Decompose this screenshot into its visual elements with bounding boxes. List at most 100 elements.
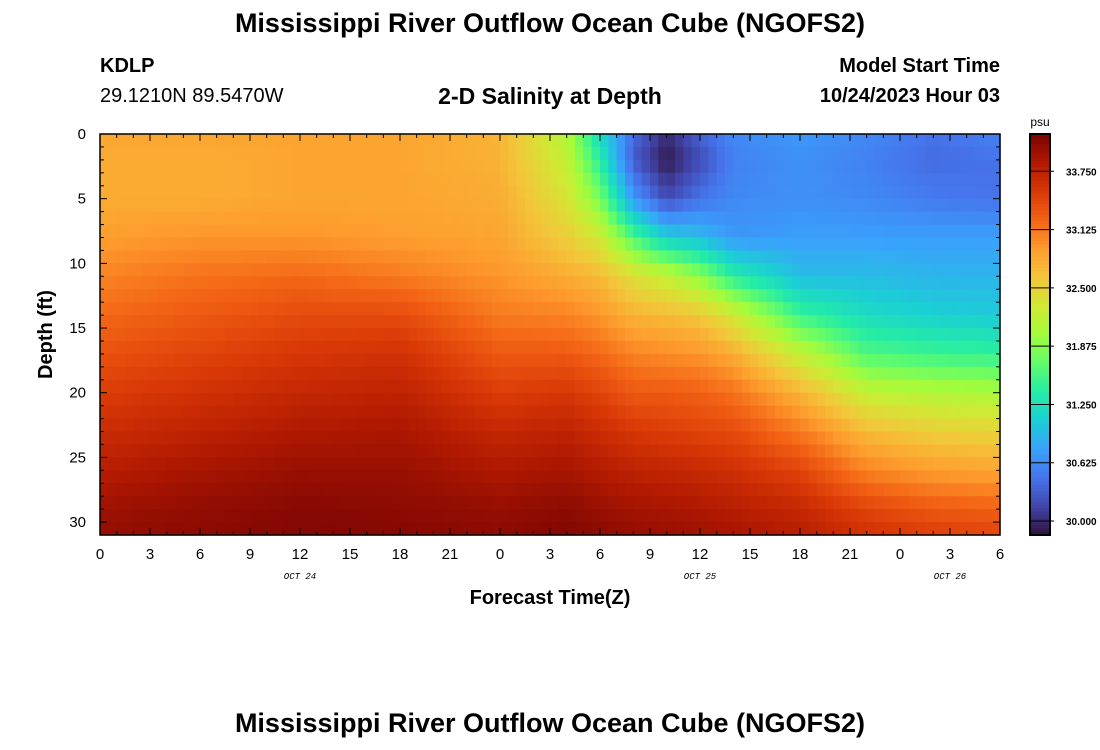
heatmap-cell bbox=[133, 457, 143, 471]
heatmap-cell bbox=[358, 237, 368, 252]
heatmap-cell bbox=[516, 146, 526, 161]
colorbar-swatch bbox=[1030, 347, 1050, 352]
heatmap-cell bbox=[341, 431, 351, 446]
heatmap-cell bbox=[975, 276, 984, 290]
heatmap-cell bbox=[366, 444, 376, 458]
heatmap-cell bbox=[883, 263, 893, 277]
heatmap-cell bbox=[516, 470, 526, 484]
heatmap-cell bbox=[283, 224, 293, 239]
heatmap-cell bbox=[333, 315, 343, 329]
heatmap-cell bbox=[691, 444, 701, 458]
heatmap-cell bbox=[208, 431, 218, 446]
colorbar-swatch bbox=[1030, 471, 1050, 476]
heatmap-cell bbox=[883, 289, 893, 303]
heatmap-cell bbox=[958, 509, 968, 523]
heatmap-cell bbox=[625, 263, 634, 277]
heatmap-cell bbox=[516, 134, 526, 148]
heatmap-cell bbox=[458, 328, 468, 342]
heatmap-cell bbox=[358, 340, 368, 355]
heatmap-cell bbox=[583, 250, 593, 264]
heatmap-cell bbox=[400, 276, 409, 290]
heatmap-cell bbox=[400, 250, 409, 264]
heatmap-cell bbox=[816, 250, 826, 264]
heatmap-cell bbox=[333, 146, 343, 161]
heatmap-cell bbox=[766, 470, 776, 484]
heatmap-cell bbox=[400, 289, 409, 303]
heatmap-cell bbox=[533, 470, 543, 484]
heatmap-cell bbox=[525, 185, 534, 200]
heatmap-cell bbox=[650, 250, 659, 264]
heatmap-cell bbox=[550, 366, 559, 381]
heatmap-cell bbox=[341, 172, 351, 187]
heatmap-cell bbox=[275, 289, 284, 303]
heatmap-cell bbox=[725, 250, 734, 264]
y-tick-label: 30 bbox=[69, 514, 86, 531]
heatmap-cell bbox=[275, 263, 284, 277]
heatmap-cell bbox=[491, 522, 501, 536]
heatmap-cell bbox=[133, 159, 143, 174]
heatmap-cell bbox=[391, 509, 401, 523]
heatmap-cell bbox=[891, 444, 901, 458]
heatmap-cell bbox=[808, 315, 818, 329]
heatmap-cell bbox=[591, 211, 601, 226]
heatmap-cell bbox=[933, 172, 943, 187]
heatmap-cell bbox=[400, 457, 409, 471]
heatmap-cell bbox=[391, 146, 401, 161]
colorbar-swatch bbox=[1030, 397, 1050, 402]
heatmap-cell bbox=[200, 237, 209, 252]
heatmap-cell bbox=[591, 405, 601, 420]
heatmap-cell bbox=[741, 340, 751, 355]
heatmap-cell bbox=[483, 198, 493, 213]
heatmap-cell bbox=[516, 509, 526, 523]
heatmap-cell bbox=[575, 224, 584, 239]
heatmap-cell bbox=[683, 496, 693, 510]
heatmap-cell bbox=[991, 405, 1001, 420]
heatmap-cell bbox=[500, 483, 509, 497]
heatmap-cell bbox=[675, 418, 684, 433]
heatmap-cell bbox=[400, 483, 409, 497]
heatmap-cell bbox=[841, 146, 851, 161]
heatmap-cell bbox=[800, 353, 809, 368]
heatmap-cell bbox=[366, 483, 376, 497]
heatmap-cell bbox=[741, 289, 751, 303]
heatmap-cell bbox=[333, 302, 343, 316]
heatmap-cell bbox=[658, 366, 668, 381]
heatmap-cell bbox=[950, 224, 959, 239]
colorbar-swatch bbox=[1030, 207, 1050, 212]
heatmap-cell bbox=[408, 302, 418, 316]
heatmap-cell bbox=[750, 366, 759, 381]
heatmap-cell bbox=[108, 250, 118, 264]
heatmap-cell bbox=[575, 431, 584, 446]
heatmap-cell bbox=[850, 431, 859, 446]
heatmap-cell bbox=[833, 250, 843, 264]
heatmap-cell bbox=[200, 328, 209, 342]
heatmap-cell bbox=[833, 276, 843, 290]
heatmap-cell bbox=[483, 315, 493, 329]
colorbar-swatch bbox=[1030, 428, 1050, 433]
heatmap-cell bbox=[225, 315, 234, 329]
heatmap-cell bbox=[125, 328, 134, 342]
heatmap-cell bbox=[625, 509, 634, 523]
heatmap-cell bbox=[816, 444, 826, 458]
heatmap-cell bbox=[458, 444, 468, 458]
heatmap-cell bbox=[400, 224, 409, 239]
colorbar-swatch bbox=[1030, 167, 1050, 172]
heatmap-cell bbox=[433, 211, 443, 226]
heatmap-cell bbox=[983, 457, 993, 471]
heatmap-cell bbox=[475, 366, 484, 381]
heatmap-cell bbox=[400, 302, 409, 316]
x-tick-label: 21 bbox=[442, 546, 459, 563]
heatmap-cell bbox=[891, 366, 901, 381]
heatmap-cell bbox=[666, 211, 676, 226]
heatmap-cell bbox=[858, 185, 868, 200]
heatmap-cell bbox=[200, 405, 209, 420]
heatmap-cell bbox=[375, 146, 384, 161]
heatmap-cell bbox=[900, 276, 909, 290]
heatmap-cell bbox=[291, 237, 301, 252]
heatmap-cell bbox=[133, 328, 143, 342]
heatmap-cell bbox=[408, 159, 418, 174]
heatmap-cell bbox=[391, 444, 401, 458]
heatmap-cell bbox=[925, 405, 934, 420]
heatmap-cell bbox=[766, 405, 776, 420]
